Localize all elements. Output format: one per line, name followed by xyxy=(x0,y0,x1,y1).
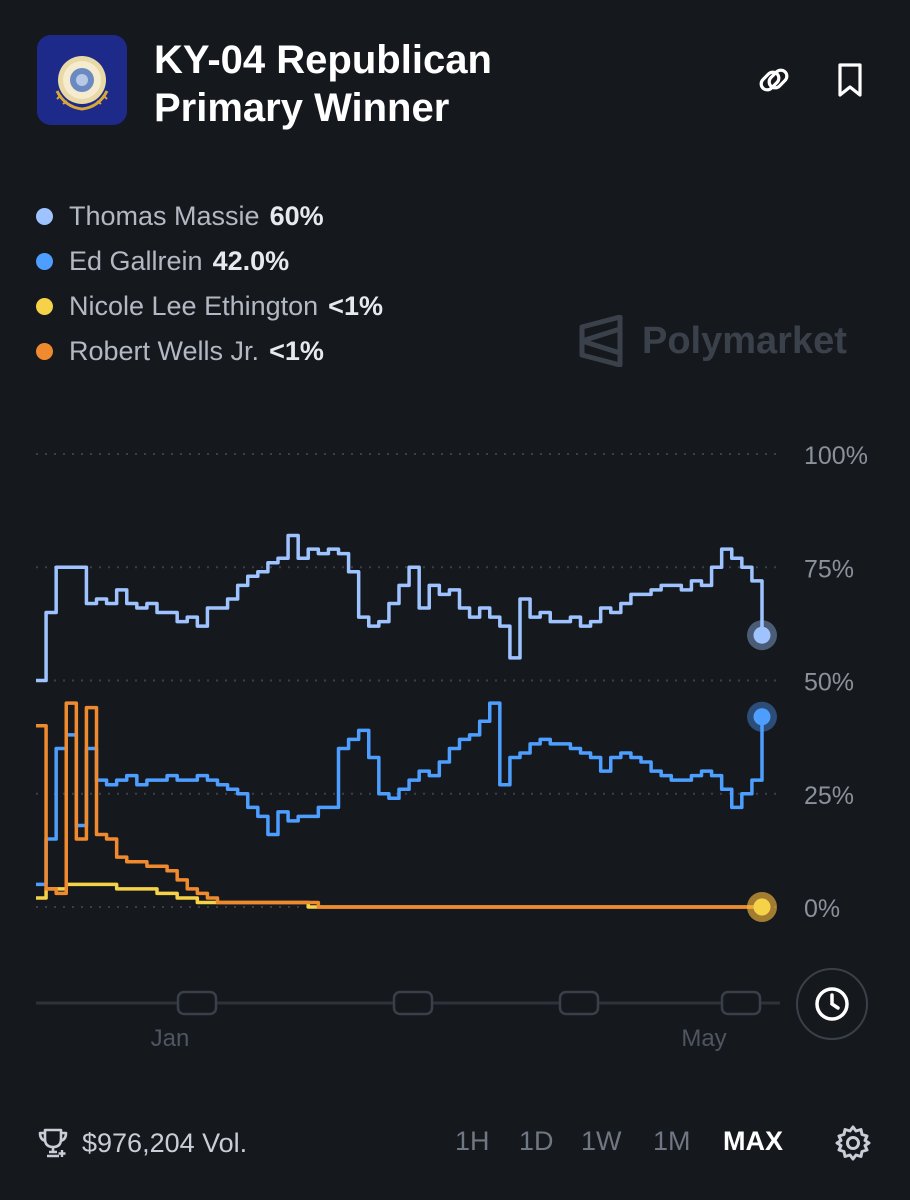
legend-item-ethington[interactable]: Nicole Lee Ethington <1% xyxy=(36,284,383,329)
bookmark-icon xyxy=(838,63,862,97)
legend-dot xyxy=(36,253,53,270)
chart-legend: Thomas Massie 60% Ed Gallrein 42.0% Nico… xyxy=(36,194,383,374)
market-header: KY-04 Republican Primary Winner xyxy=(0,0,910,160)
watermark-text: Polymarket xyxy=(642,319,847,362)
market-title: KY-04 Republican Primary Winner xyxy=(154,36,674,132)
link-icon xyxy=(759,68,789,92)
series-line xyxy=(36,701,764,887)
scrubber-handle[interactable] xyxy=(176,990,218,1016)
legend-value: 42.0% xyxy=(212,246,290,276)
y-tick-label: 50% xyxy=(804,669,854,697)
legend-name: Thomas Massie xyxy=(69,201,260,231)
series-line xyxy=(36,701,762,909)
trophy-icon xyxy=(38,1128,68,1158)
legend-dot xyxy=(36,343,53,360)
clock-icon xyxy=(815,987,849,1021)
legend-dot xyxy=(36,208,53,225)
range-1d-button[interactable]: 1D xyxy=(519,1126,554,1156)
volume-info: $976,204 Vol. xyxy=(36,1126,247,1160)
price-history-chart: 0% 25% 50% 75% 100% Jan May xyxy=(36,442,868,1052)
scrubber-handle[interactable] xyxy=(558,990,600,1016)
range-1w-button[interactable]: 1W xyxy=(581,1126,622,1156)
series-line xyxy=(36,882,762,909)
legend-item-massie[interactable]: Thomas Massie 60% xyxy=(36,194,383,239)
chart-series xyxy=(36,533,777,922)
y-tick-label: 100% xyxy=(804,442,868,470)
volume-text: $976,204 Vol. xyxy=(82,1127,248,1158)
chart-settings-button[interactable] xyxy=(834,1124,872,1162)
y-tick-label: 25% xyxy=(804,782,854,810)
legend-item-wells[interactable]: Robert Wells Jr. <1% xyxy=(36,329,383,374)
legend-name: Nicole Lee Ethington xyxy=(69,291,319,321)
polymarket-logo-icon xyxy=(579,315,623,367)
range-1h-button[interactable]: 1H xyxy=(455,1126,490,1156)
series-end-point xyxy=(753,898,771,916)
history-button[interactable] xyxy=(796,968,868,1040)
chart-grid: 0% 25% 50% 75% 100% xyxy=(36,442,868,923)
legend-name: Robert Wells Jr. xyxy=(69,336,260,366)
title-line-1: KY-04 Republican xyxy=(154,38,492,82)
range-1m-button[interactable]: 1M xyxy=(653,1126,691,1156)
scrubber-handle[interactable] xyxy=(392,990,434,1016)
scrubber-handle[interactable] xyxy=(720,990,762,1016)
polymarket-watermark: Polymarket xyxy=(578,313,847,369)
x-tick-label: May xyxy=(681,1025,726,1052)
legend-item-gallrein[interactable]: Ed Gallrein 42.0% xyxy=(36,239,383,284)
legend-value: <1% xyxy=(269,336,324,366)
range-max-button[interactable]: MAX xyxy=(723,1126,783,1156)
gear-icon xyxy=(835,1125,871,1161)
legend-value: 60% xyxy=(269,201,324,231)
y-tick-label: 0% xyxy=(804,895,840,923)
series-end-point xyxy=(753,708,771,726)
series-line xyxy=(36,533,764,683)
legend-value: <1% xyxy=(328,291,383,321)
kentucky-seal-logo xyxy=(37,35,127,125)
chart-footer: $976,204 Vol. 1H 1D 1W 1M MAX xyxy=(0,1110,910,1180)
legend-dot xyxy=(36,298,53,315)
legend-name: Ed Gallrein xyxy=(69,246,203,276)
time-scrubber[interactable]: Jan May xyxy=(36,990,780,1052)
series-end-point xyxy=(753,626,771,644)
y-tick-label: 75% xyxy=(804,555,854,583)
bookmark-button[interactable] xyxy=(828,58,872,102)
share-link-button[interactable] xyxy=(752,58,796,102)
title-line-2: Primary Winner xyxy=(154,86,450,130)
x-tick-label: Jan xyxy=(151,1025,190,1052)
